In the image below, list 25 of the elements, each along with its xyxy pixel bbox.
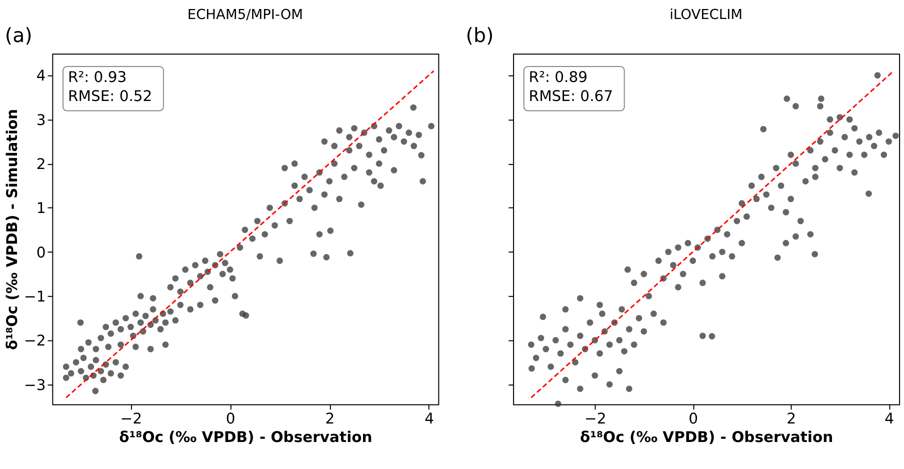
- y-axis-title: δ¹⁸Oc (‰ VPDB) - Simulation: [4, 108, 22, 350]
- y-tick-label: −2: [24, 332, 46, 350]
- x-tick-label: 0: [688, 410, 698, 428]
- y-tick-label: 3: [36, 112, 46, 129]
- x-axis-title: δ¹⁸Oc (‰ VPDB) - Observation: [580, 429, 834, 446]
- chart-title: ECHAM5/MPI-OM: [187, 7, 304, 24]
- x-tick-label: 4: [424, 410, 434, 428]
- y-tick-label: 4: [36, 68, 46, 85]
- x-tick-label: −2: [584, 410, 606, 428]
- x-axis-title: δ¹⁸Oc (‰ VPDB) - Observation: [119, 429, 372, 446]
- y-tick-label: 1: [36, 200, 46, 218]
- x-tick-label: 0: [226, 410, 236, 428]
- x-tick-label: 2: [325, 410, 335, 428]
- y-tick-label: −1: [24, 288, 46, 306]
- x-tick-label: 2: [786, 410, 796, 428]
- y-tick-label: 2: [36, 156, 46, 174]
- y-tick-label: −3: [24, 376, 46, 394]
- chart-title: iLOVECLIM: [670, 7, 743, 24]
- annotation: R²: 0.93 RMSE: 0.52: [68, 69, 152, 105]
- y-tick-label: 0: [36, 244, 46, 262]
- text: (b): [466, 24, 494, 47]
- x-tick-label: 4: [884, 410, 894, 428]
- x-tick-label: −2: [120, 410, 142, 428]
- text: (a): [4, 24, 32, 47]
- annotation: R²: 0.89 RMSE: 0.67: [528, 69, 614, 105]
